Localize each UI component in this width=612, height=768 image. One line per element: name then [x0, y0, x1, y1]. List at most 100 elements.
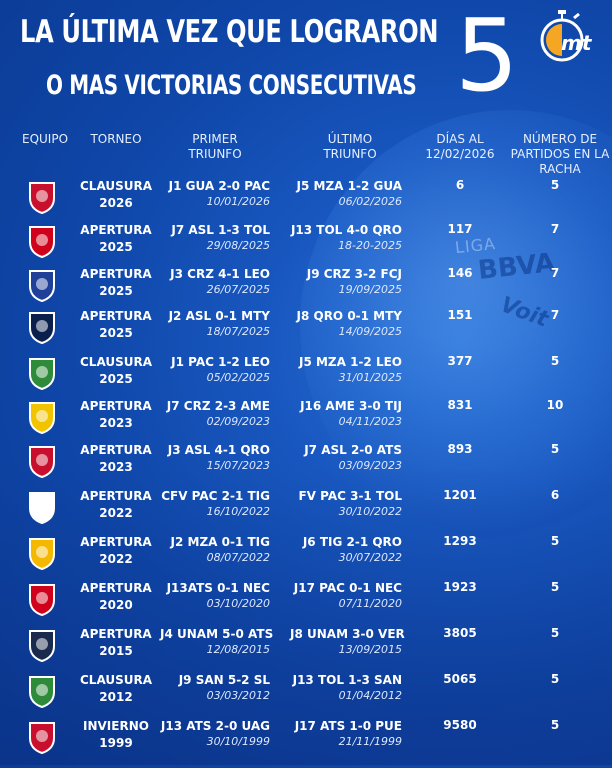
streak-games: 6 — [550, 488, 560, 502]
first-win: J3 CRZ 4-1 LEO 26/07/2025 — [170, 267, 270, 296]
days-since: 1923 — [443, 580, 477, 594]
streak-games: 5 — [550, 672, 560, 686]
days-since: 1201 — [443, 488, 477, 502]
days-since: 151 — [447, 308, 473, 322]
title-number: 5 — [455, 0, 519, 114]
streak-games: 5 — [550, 580, 560, 594]
last-win: J17 ATS 1-0 PUE 21/11/1999 — [294, 719, 402, 748]
tournament: CLAUSURA 2026 — [79, 179, 153, 210]
header-partidos: NÚMERO DE PARTIDOS EN LA RACHA — [510, 132, 610, 176]
header-dias: DÍAS AL 12/02/2026 — [425, 132, 495, 161]
last-win: J8 UNAM 3-0 VER 13/09/2015 — [290, 627, 405, 656]
tournament: INVIERNO 1999 — [83, 719, 149, 750]
streak-games: 7 — [550, 308, 560, 322]
team-crest-icon — [29, 630, 55, 662]
table-row: INVIERNO 1999 J13 ATS 2-0 UAG 30/10/1999 J17… — [0, 718, 612, 768]
first-win: J4 UNAM 5-0 ATS 12/08/2015 — [160, 627, 274, 656]
streak-games: 5 — [550, 178, 560, 192]
first-win: J13ATS 0-1 NEC 03/10/2020 — [166, 581, 270, 610]
tournament: APERTURA 2025 — [80, 223, 152, 254]
days-since: 893 — [447, 442, 473, 456]
first-win: J7 CRZ 2-3 AME 02/09/2023 — [166, 399, 270, 428]
first-win: J2 ASL 0-1 MTY 18/07/2025 — [168, 309, 270, 338]
last-win: FV PAC 3-1 TOL 30/10/2022 — [298, 489, 402, 518]
last-win: J17 PAC 0-1 NEC 07/11/2020 — [293, 581, 402, 610]
table-row: APERTURA 2022 CFV PAC 2-1 TIG 16/10/2022 FV … — [0, 488, 612, 538]
table-row: APERTURA 2023 J3 ASL 4-1 QRO 15/07/2023 J7 A… — [0, 442, 612, 492]
first-win: CFV PAC 2-1 TIG 16/10/2022 — [161, 489, 270, 518]
grass-background — [0, 465, 612, 765]
streak-games: 7 — [550, 266, 560, 280]
team-crest-icon — [29, 358, 55, 390]
first-win: J7 ASL 1-3 TOL 29/08/2025 — [171, 223, 270, 252]
title-line-1: LA ÚLTIMA VEZ QUE LOGRARON — [20, 14, 439, 50]
team-crest-icon — [29, 722, 55, 754]
tournament: APERTURA 2025 — [80, 309, 152, 340]
last-win: J5 MZA 1-2 LEO 31/01/2025 — [298, 355, 402, 384]
tournament: APERTURA 2022 — [80, 489, 152, 520]
streak-games: 5 — [550, 718, 560, 732]
last-win: J13 TOL 1-3 SAN 01/04/2012 — [292, 673, 402, 702]
team-crest-icon — [29, 538, 55, 570]
first-win: J13 ATS 2-0 UAG 30/10/1999 — [160, 719, 270, 748]
table-row: APERTURA 2022 J2 MZA 0-1 TIG 08/07/2022 J6 T… — [0, 534, 612, 584]
tournament: CLAUSURA 2025 — [79, 355, 153, 386]
table-row: APERTURA 2020 J13ATS 0-1 NEC 03/10/2020 J17 … — [0, 580, 612, 630]
tournament: APERTURA 2023 — [80, 399, 152, 430]
days-since: 831 — [447, 398, 473, 412]
team-crest-icon — [29, 676, 55, 708]
tournament: APERTURA 2015 — [80, 627, 152, 658]
table-row: APERTURA 2025 J2 ASL 0-1 MTY 18/07/2025 J8 Q… — [0, 308, 612, 358]
tournament: APERTURA 2020 — [80, 581, 152, 612]
header-equipo: EQUIPO — [21, 132, 69, 146]
team-crest-icon — [29, 446, 55, 478]
mt-stopwatch-logo-icon: mt — [540, 10, 593, 62]
table-row: CLAUSURA 2026 J1 GUA 2-0 PAC 10/01/2026 J5 M… — [0, 178, 612, 228]
tournament: CLAUSURA 2012 — [79, 673, 153, 704]
days-since: 5065 — [443, 672, 477, 686]
last-win: J13 TOL 4-0 QRO 18-20-2025 — [290, 223, 402, 252]
days-since: 1293 — [443, 534, 477, 548]
first-win: J3 ASL 4-1 QRO 15/07/2023 — [167, 443, 270, 472]
table-row: CLAUSURA 2012 J9 SAN 5-2 SL 03/03/2012 J13 T… — [0, 672, 612, 722]
last-win: J9 CRZ 3-2 FCJ 19/09/2025 — [306, 267, 402, 296]
days-since: 3805 — [443, 626, 477, 640]
first-win: J1 GUA 2-0 PAC 10/01/2026 — [168, 179, 270, 208]
days-since: 6 — [455, 178, 465, 192]
tournament: APERTURA 2023 — [80, 443, 152, 474]
team-crest-icon — [29, 584, 55, 616]
tournament: APERTURA 2025 — [80, 267, 152, 298]
team-crest-icon — [29, 182, 55, 214]
last-win: J6 TIG 2-1 QRO 30/07/2022 — [302, 535, 402, 564]
table-row: CLAUSURA 2025 J1 PAC 1-2 LEO 05/02/2025 J5 M… — [0, 354, 612, 404]
streak-games: 7 — [550, 222, 560, 236]
first-win: J2 MZA 0-1 TIG 08/07/2022 — [170, 535, 270, 564]
first-win: J1 PAC 1-2 LEO 05/02/2025 — [171, 355, 270, 384]
table-row: APERTURA 2015 J4 UNAM 5-0 ATS 12/08/2015 J8 … — [0, 626, 612, 676]
header-primer-triunfo: PRIMER TRIUNFO — [188, 132, 242, 161]
streak-games: 5 — [550, 354, 560, 368]
days-since: 377 — [447, 354, 473, 368]
table-row: APERTURA 2025 J7 ASL 1-3 TOL 29/08/2025 J13 … — [0, 222, 612, 272]
team-crest-icon — [29, 270, 55, 302]
first-win: J9 SAN 5-2 SL 03/03/2012 — [178, 673, 270, 702]
team-crest-icon — [29, 492, 55, 524]
team-crest-icon — [29, 312, 55, 344]
days-since: 9580 — [443, 718, 477, 732]
streak-games: 5 — [550, 442, 560, 456]
last-win: J8 QRO 0-1 MTY 14/09/2025 — [296, 309, 403, 338]
last-win: J5 MZA 1-2 GUA 06/02/2026 — [296, 179, 402, 208]
days-since: 146 — [447, 266, 473, 280]
last-win: J16 AME 3-0 TIJ 04/11/2023 — [300, 399, 402, 428]
streak-games: 5 — [550, 626, 560, 640]
streak-games: 10 — [546, 398, 564, 412]
days-since: 117 — [447, 222, 473, 236]
team-crest-icon — [29, 402, 55, 434]
header-torneo: TORNEO — [90, 132, 142, 146]
table-row: APERTURA 2023 J7 CRZ 2-3 AME 02/09/2023 J16 … — [0, 398, 612, 448]
tournament: APERTURA 2022 — [80, 535, 152, 566]
header-ultimo-triunfo: ÚLTIMO TRIUNFO — [323, 132, 377, 161]
team-crest-icon — [29, 226, 55, 258]
table-row: APERTURA 2025 J3 CRZ 4-1 LEO 26/07/2025 J9 C… — [0, 266, 612, 316]
svg-text:mt: mt — [561, 31, 593, 55]
